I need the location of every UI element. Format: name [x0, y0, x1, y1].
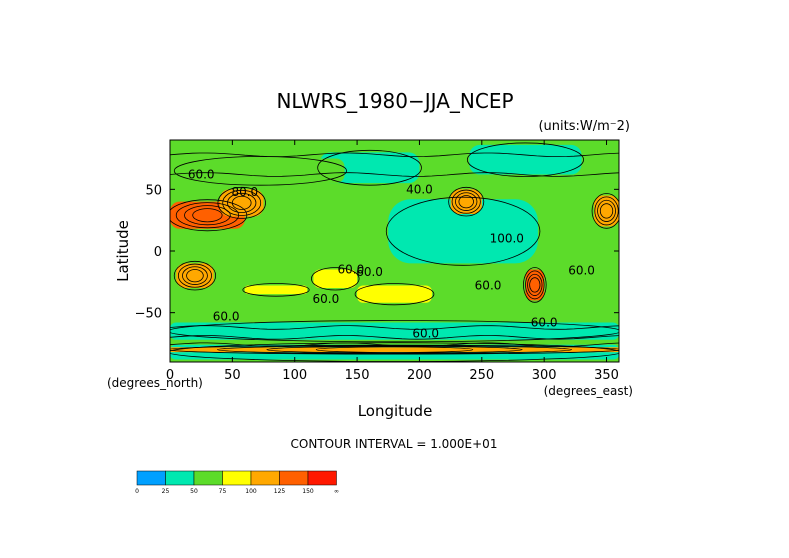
contour-line	[184, 205, 231, 226]
contour-line	[354, 283, 435, 306]
x-tick-label: 100	[282, 368, 307, 383]
contour-label: 60.0	[475, 279, 502, 293]
contour-line	[217, 186, 266, 219]
contour-line	[466, 142, 584, 177]
field-cell	[176, 158, 345, 184]
y-tick-label: 0	[154, 245, 162, 260]
contour-line	[170, 325, 619, 330]
contour-line	[182, 266, 208, 285]
contour-line	[231, 195, 252, 210]
x-tick-label: 150	[345, 368, 370, 383]
colorbar-swatch	[193, 470, 223, 486]
contour-label: 60.0	[412, 327, 439, 341]
contour-line	[317, 149, 422, 186]
chart-title: NLWRS_1980−JJA_NCEP	[276, 89, 513, 113]
contour-line	[599, 203, 614, 219]
contour-label: 60.0	[337, 263, 364, 277]
contour-line	[170, 342, 619, 348]
colorbar-swatch	[136, 470, 166, 486]
contour-interval: CONTOUR INTERVAL = 1.000E+01	[291, 437, 498, 451]
contour-label: 40.0	[406, 182, 433, 196]
x-tick-label: 50	[224, 368, 241, 383]
contour-label: 60.0	[213, 309, 240, 323]
y-tick-label: 50	[145, 183, 162, 198]
contour-line	[597, 199, 616, 222]
x-unit-note: (degrees_east)	[544, 384, 633, 398]
contour-line	[192, 208, 223, 223]
colorbar-label: 25	[162, 488, 170, 495]
field-cell	[170, 322, 619, 340]
field-cell	[357, 285, 432, 303]
contour-label: 60.0	[531, 316, 558, 330]
colorbar-label: 150	[302, 488, 314, 495]
colorbar-label: 100	[245, 488, 257, 495]
contour-line	[529, 277, 541, 293]
contour-line	[170, 320, 619, 343]
colorbar-swatch	[250, 470, 280, 486]
contour-line	[315, 346, 474, 353]
colorbar-label: 0	[135, 488, 139, 495]
contour-line	[525, 270, 545, 300]
colorbar-label: ∞	[334, 488, 339, 495]
colorbar: 0 25 50 75 100 125 150 ∞	[135, 470, 339, 495]
contour-line	[594, 196, 619, 226]
colorbar-label: 50	[190, 488, 198, 495]
colorbar-swatch	[307, 470, 337, 486]
contour-line	[222, 189, 262, 216]
colorbar-swatch	[279, 470, 309, 486]
contour-line	[451, 189, 481, 214]
contour-line	[455, 192, 478, 211]
colorbar-swatch	[222, 470, 252, 486]
contour-line	[527, 273, 543, 296]
contour-line	[591, 193, 619, 229]
contour-line	[385, 196, 541, 266]
x-tick-label: 0	[166, 368, 174, 383]
units-label: (units:W/m⁻2)	[538, 119, 630, 134]
contour-line	[170, 335, 619, 340]
colorbar-swatch	[165, 470, 195, 486]
x-tick-label: 350	[594, 368, 619, 383]
contour-line	[170, 344, 619, 355]
field-cell	[244, 285, 308, 295]
x-tick-label: 300	[532, 368, 557, 383]
contour-line	[266, 345, 523, 354]
contour-line	[458, 195, 474, 209]
contour-line	[170, 152, 619, 157]
contour-line	[186, 269, 204, 283]
contour-label: 100.0	[490, 232, 524, 246]
contour-label: 60.0	[313, 292, 340, 306]
field-cell	[170, 347, 619, 353]
y-tick-label: −50	[135, 307, 162, 322]
x-tick-label: 250	[469, 368, 494, 383]
contour-line	[227, 192, 257, 213]
y-axis-label: Latitude	[114, 220, 132, 282]
contour-label: 60.0	[188, 168, 215, 182]
field-cell	[469, 144, 582, 175]
contour-label: 80.0	[231, 185, 258, 199]
contour-line	[448, 186, 485, 217]
x-axis-label: Longitude	[358, 402, 433, 420]
colorbar-label: 75	[219, 488, 227, 495]
contour-label: 60.0	[356, 265, 383, 279]
field-cell	[388, 199, 538, 264]
plot-area: 60.040.080.060.0100.060.060.060.060.060.…	[169, 139, 620, 363]
field-cell	[313, 269, 358, 288]
contour-line	[311, 267, 360, 291]
contour-line	[242, 283, 310, 297]
contour-line	[170, 172, 619, 177]
y-unit-note: (degrees_north)	[107, 376, 203, 390]
contour-line	[177, 263, 212, 288]
contour-line	[523, 267, 547, 303]
contour-line	[173, 260, 217, 291]
contour-label: 60.0	[568, 264, 595, 278]
field-cell	[219, 189, 264, 217]
colorbar-label: 125	[274, 488, 286, 495]
x-tick-label: 200	[407, 368, 432, 383]
